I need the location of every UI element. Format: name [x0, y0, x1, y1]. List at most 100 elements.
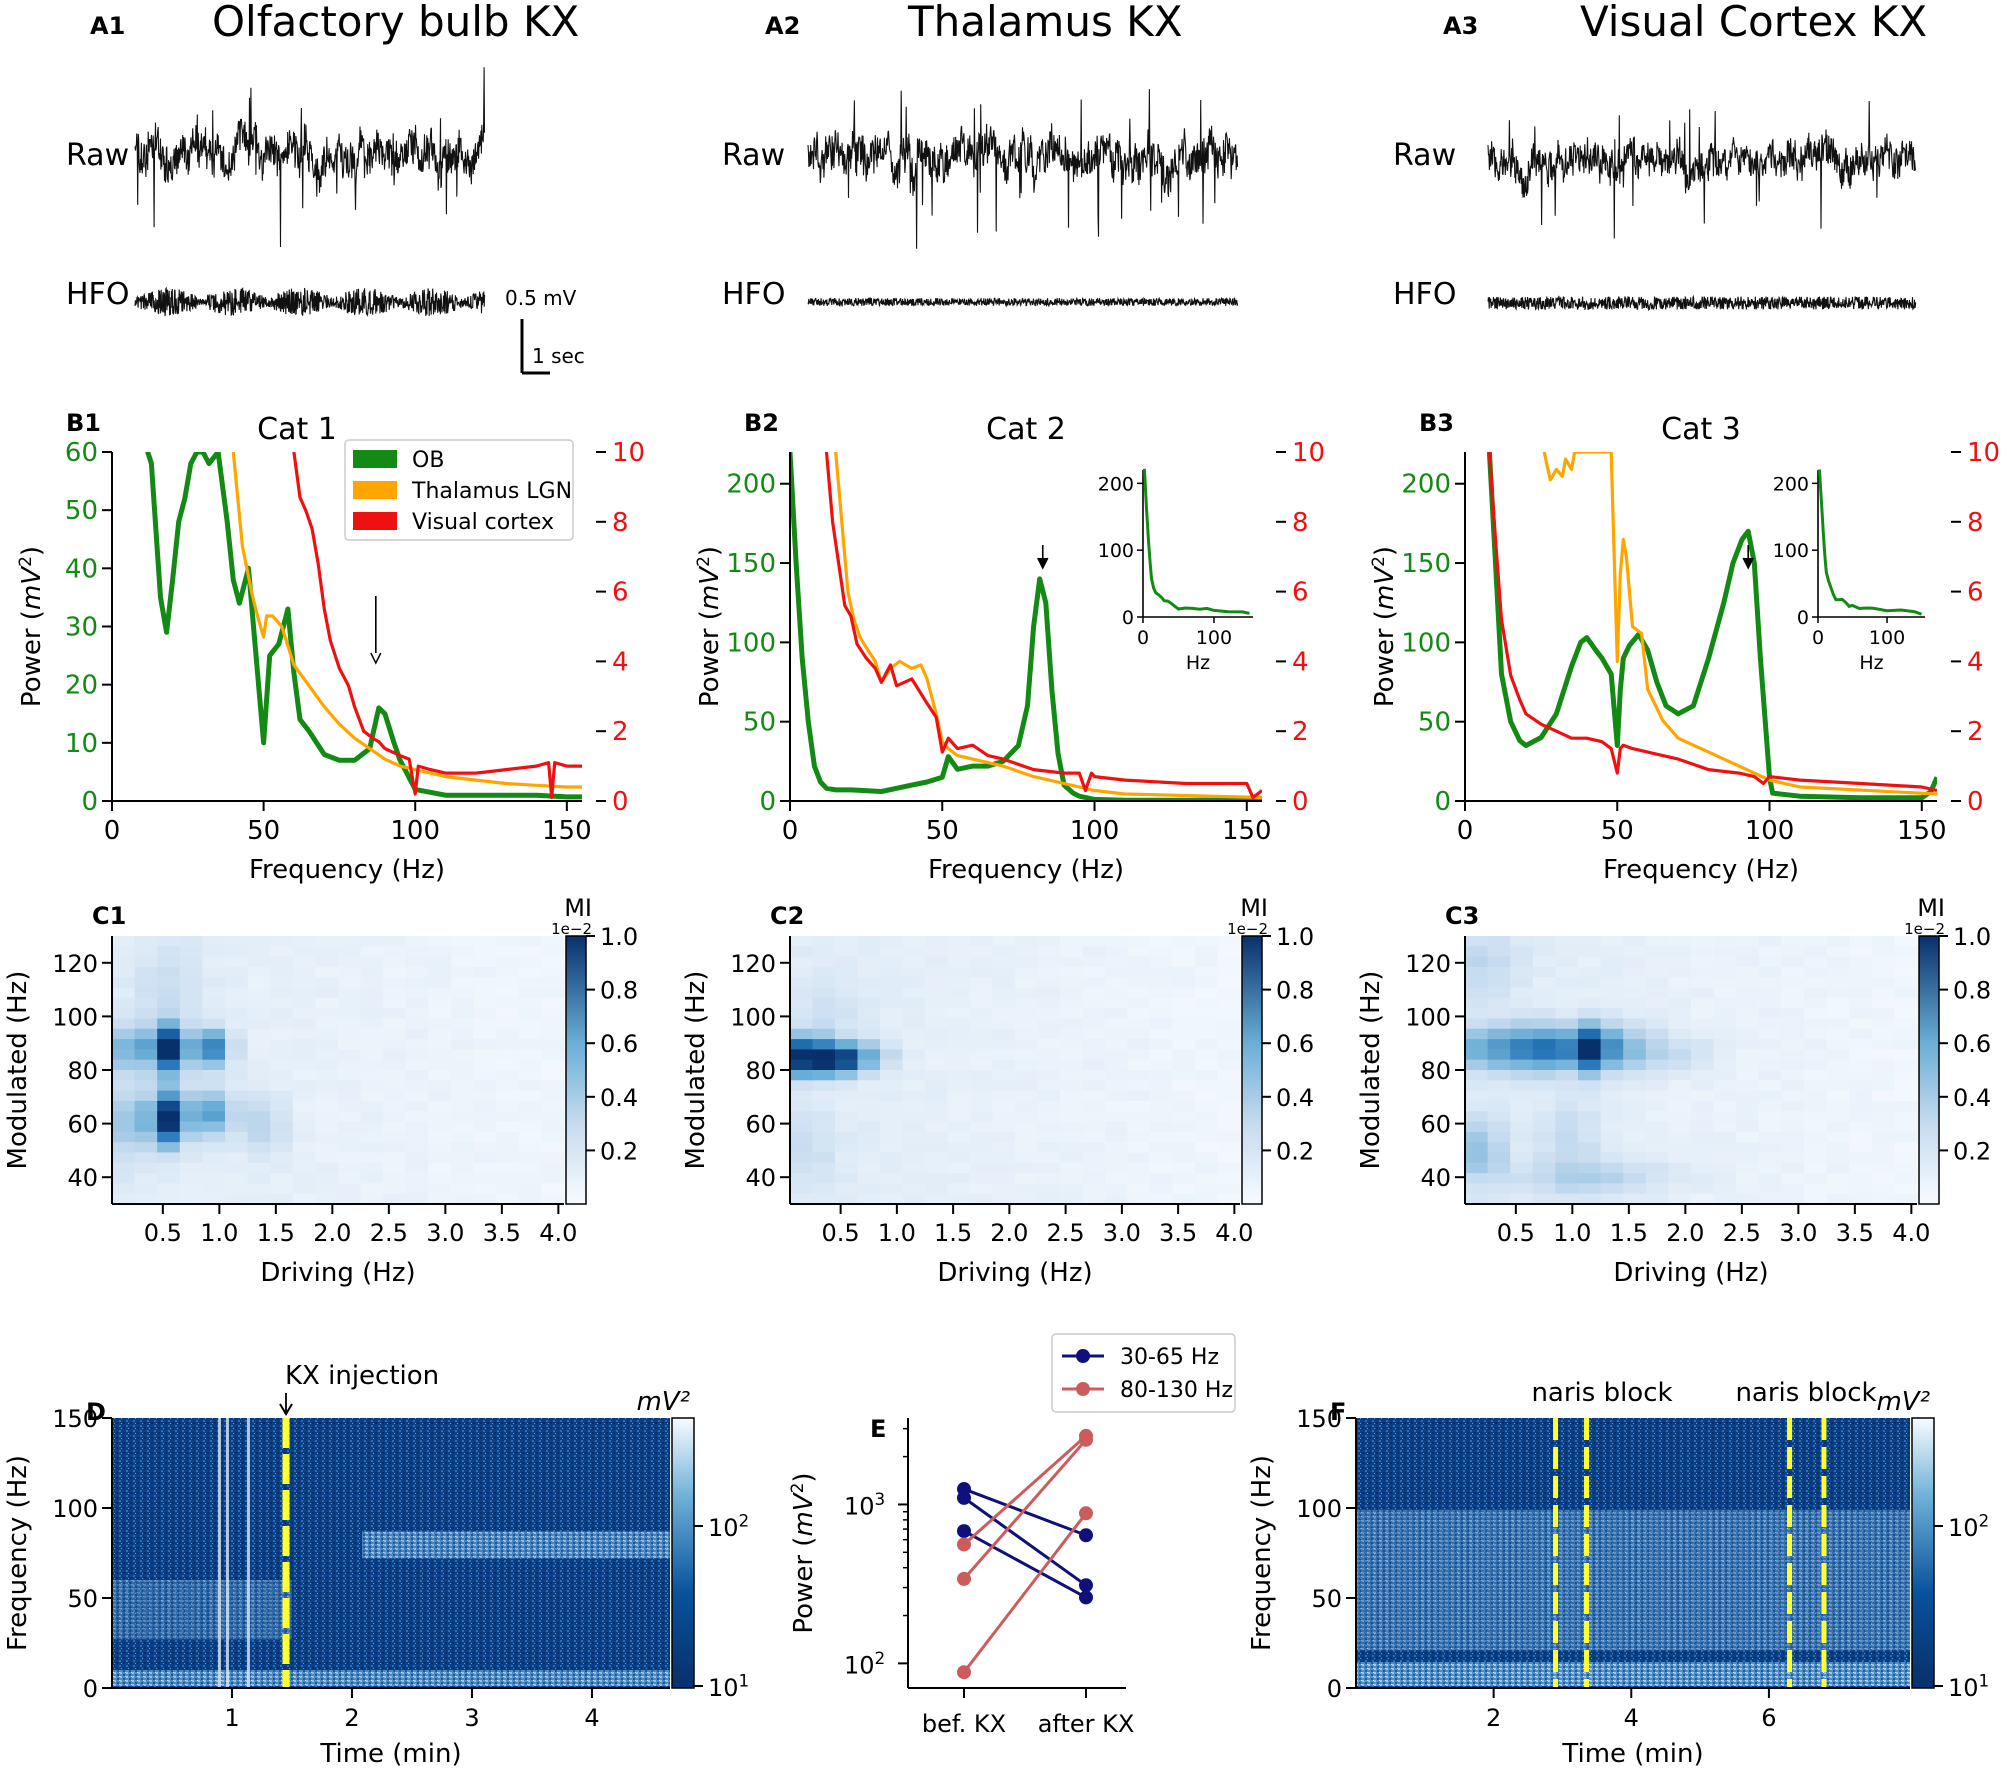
y-tick-label: 100: [730, 1003, 776, 1031]
y-axis-label-C3: Modulated (Hz): [1356, 971, 1386, 1170]
heatmap-cell: [1894, 1183, 1918, 1195]
heatmap-cell: [247, 1111, 271, 1123]
heatmap-cell: [179, 1162, 203, 1174]
heatmap-cell: [315, 936, 339, 947]
heatmap-cell: [1645, 1111, 1669, 1123]
heatmap-cell: [1894, 1131, 1918, 1143]
heatmap-cell: [1600, 1070, 1624, 1081]
heatmap-cell: [857, 1142, 881, 1154]
heatmap-cell: [1578, 1018, 1602, 1030]
heatmap-cell: [518, 997, 542, 1009]
heatmap-cell: [1600, 1080, 1624, 1092]
heatmap-cell: [112, 1059, 136, 1071]
heatmap-cell: [383, 1049, 407, 1061]
peak-arrow-head: [370, 652, 382, 665]
y-tick-label: 120: [1405, 950, 1451, 978]
heatmap-cell: [225, 936, 249, 947]
heatmap-cell: [451, 1080, 475, 1092]
heatmap-cell: [157, 1039, 181, 1050]
x-axis-label-B3: Frequency (Hz): [1603, 855, 1799, 885]
heatmap-cell: [428, 1080, 452, 1092]
heatmap-cell: [315, 1070, 339, 1081]
heatmap-cell: [1713, 1121, 1737, 1133]
cbar-tick-label: 0.6: [1953, 1030, 1991, 1058]
heatmap-cell: [496, 1028, 520, 1040]
heatmap-cell: [925, 1100, 949, 1112]
heatmap-cell: [1060, 1193, 1084, 1205]
heatmap-cell: [428, 946, 452, 958]
heatmap-cell: [812, 1193, 836, 1205]
heatmap-cell: [1645, 1049, 1669, 1061]
heatmap-cell: [1195, 987, 1219, 999]
heatmap-cell: [473, 1121, 497, 1133]
heatmap-cell: [1894, 1008, 1918, 1020]
heatmap-cell: [247, 1059, 271, 1071]
inset-x-label: Hz: [1859, 652, 1883, 674]
heatmap-cell: [202, 1121, 226, 1133]
heatmap-cell: [247, 1049, 271, 1061]
heatmap-cell: [1578, 1131, 1602, 1143]
heatmap-cell: [1150, 1183, 1174, 1195]
heatmap-cell: [812, 1008, 836, 1020]
heatmap-cell: [857, 1018, 881, 1030]
cbar-label-C1: MI: [564, 894, 592, 922]
heatmap-cell: [1172, 1070, 1196, 1081]
heatmap-cell: [1082, 987, 1106, 999]
heatmap-cell: [1713, 977, 1737, 989]
pair-point-after: [1079, 1578, 1093, 1593]
y-tick-label-left: 100: [1401, 628, 1451, 658]
heatmap-cell: [157, 977, 181, 989]
heatmap-cell: [970, 1080, 994, 1092]
heatmap-cell: [1532, 1142, 1556, 1154]
heatmap-cell: [1555, 1008, 1579, 1020]
heatmap-cell: [1015, 1059, 1039, 1071]
heatmap-cell: [1037, 946, 1061, 958]
heatmap-cell: [1465, 977, 1489, 989]
heatmap-cell: [179, 1100, 203, 1112]
heatmap-cell: [270, 1028, 294, 1040]
heatmap-cell: [1826, 1142, 1850, 1154]
heatmap-cell: [1736, 1131, 1760, 1143]
heatmap-cell: [970, 1142, 994, 1154]
heatmap-cell: [1127, 1049, 1151, 1061]
heatmap-cell: [1668, 966, 1692, 978]
panel-label-a2: A2: [765, 12, 800, 40]
heatmap-cell: [1082, 946, 1106, 958]
heatmap-cell: [812, 1100, 836, 1112]
heatmap-cell: [1217, 1121, 1241, 1133]
legend-swatch: [353, 512, 397, 530]
heatmap-cell: [1195, 956, 1219, 968]
heatmap-cell: [1465, 1008, 1489, 1020]
heatmap-cell: [292, 1183, 316, 1195]
heatmap-cell: [1804, 1028, 1828, 1040]
heatmap-cell: [1894, 977, 1918, 989]
heatmap-cell: [270, 1152, 294, 1164]
heatmap-cell: [992, 977, 1016, 989]
heatmap-cell: [1037, 1111, 1061, 1123]
y-tick-label-right: 4: [612, 647, 629, 677]
heatmap-cell: [1600, 1131, 1624, 1143]
heatmap-cell: [1578, 1183, 1602, 1195]
heatmap-cell: [1713, 1142, 1737, 1154]
heatmap-cell: [179, 1193, 203, 1205]
heatmap-cell: [1645, 1018, 1669, 1030]
heatmap-cell: [315, 946, 339, 958]
heatmap-cell: [1826, 1028, 1850, 1040]
x-tick-label: 3.5: [1159, 1219, 1197, 1247]
heatmap-cell: [1713, 1100, 1737, 1112]
heatmap-cell: [179, 1008, 203, 1020]
heatmap-cell: [202, 977, 226, 989]
heatmap-cell: [1668, 1059, 1692, 1071]
heatmap-cell: [1150, 1039, 1174, 1050]
x-tick-label: 0.5: [822, 1219, 860, 1247]
heatmap-cell: [383, 1162, 407, 1174]
heatmap-cell: [1871, 1131, 1895, 1143]
heatmap-cell: [1105, 1059, 1129, 1071]
heatmap-cell: [970, 1131, 994, 1143]
heatmap-cell: [451, 936, 475, 947]
heatmap-cell: [1713, 1183, 1737, 1195]
heatmap-cell: [1713, 987, 1737, 999]
heatmap-cell: [496, 1183, 520, 1195]
heatmap-cell: [315, 1173, 339, 1184]
